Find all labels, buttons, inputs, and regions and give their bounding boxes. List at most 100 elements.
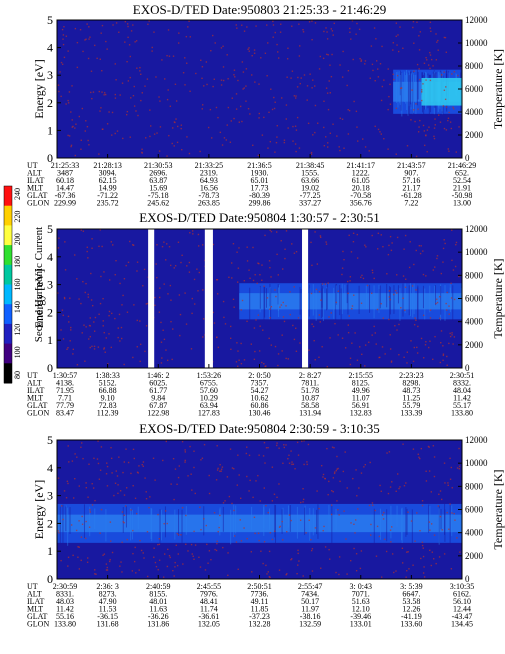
table-cell: 245.62 (147, 199, 169, 208)
noise-speck (122, 521, 124, 523)
table-cell: 55.16 (56, 612, 74, 621)
noise-speck (281, 334, 283, 336)
y2-tick-label: 8000 (465, 481, 484, 491)
noise-speck (200, 59, 202, 62)
noise-speck (259, 500, 261, 502)
band-striation (365, 285, 367, 309)
y2-tick-label: 0 (465, 363, 470, 373)
noise-speck (354, 519, 357, 521)
table-cell: 7.22 (404, 199, 418, 208)
noise-speck (364, 146, 367, 148)
noise-speck (90, 70, 93, 72)
table-cell: 1930. (251, 169, 269, 178)
band-striation (328, 504, 330, 532)
noise-speck (126, 311, 129, 313)
noise-speck (422, 547, 424, 549)
noise-speck (448, 305, 450, 307)
noise-speck (192, 555, 194, 557)
noise-speck (384, 353, 386, 355)
noise-speck (334, 322, 336, 325)
noise-speck (406, 145, 409, 147)
noise-speck (413, 324, 416, 326)
noise-speck (327, 108, 330, 111)
noise-speck (421, 91, 423, 93)
noise-speck (449, 478, 452, 480)
noise-speck (76, 278, 78, 280)
noise-speck (272, 36, 274, 38)
table-cell: 356.76 (350, 199, 372, 208)
noise-speck (114, 274, 116, 276)
table-cell: 7071. (352, 590, 370, 599)
noise-speck (448, 342, 450, 345)
noise-speck (333, 472, 336, 475)
noise-speck (67, 102, 70, 104)
noise-speck (63, 297, 66, 300)
noise-speck (371, 234, 373, 237)
noise-speck (291, 463, 293, 466)
noise-speck (264, 462, 266, 464)
noise-speck (305, 532, 307, 534)
noise-speck (371, 63, 374, 66)
noise-speck (169, 284, 172, 287)
noise-speck (396, 329, 398, 331)
noise-speck (62, 314, 64, 317)
noise-speck (377, 128, 380, 131)
noise-speck (111, 134, 113, 136)
noise-speck (123, 522, 125, 524)
y-tick-label: 4 (47, 461, 53, 475)
band-striation (378, 284, 380, 313)
noise-speck (122, 294, 124, 297)
noise-speck (170, 299, 172, 301)
noise-speck (325, 136, 327, 138)
noise-speck (67, 445, 69, 447)
noise-speck (298, 23, 300, 25)
noise-speck (174, 566, 176, 568)
table-cell: 11.85 (251, 605, 269, 614)
noise-speck (110, 241, 113, 243)
noise-speck (442, 359, 444, 362)
noise-speck (392, 73, 394, 76)
noise-speck (318, 290, 321, 293)
noise-speck (293, 286, 295, 288)
table-cell: 56.91 (352, 401, 370, 410)
noise-speck (228, 276, 230, 279)
noise-speck (404, 286, 407, 289)
band-striation (335, 285, 337, 310)
noise-speck (96, 57, 98, 60)
noise-speck (165, 259, 167, 261)
noise-speck (171, 358, 173, 361)
band-striation (408, 285, 410, 316)
noise-speck (106, 465, 109, 468)
noise-speck (396, 44, 398, 46)
noise-speck (85, 487, 88, 489)
noise-speck (216, 279, 219, 281)
noise-speck (416, 512, 418, 514)
noise-speck (292, 463, 295, 465)
noise-speck (329, 132, 332, 135)
noise-speck (82, 50, 84, 53)
y-tick-label: 5 (47, 433, 53, 447)
table-cell: 21:38:45 (296, 161, 324, 170)
noise-speck (453, 298, 456, 301)
noise-speck (185, 543, 187, 546)
table-cell: 133.80 (54, 620, 76, 629)
noise-speck (354, 532, 356, 534)
noise-speck (444, 482, 446, 484)
noise-speck (452, 343, 454, 345)
noise-speck (193, 558, 195, 560)
noise-speck (184, 449, 186, 451)
noise-speck (425, 134, 427, 137)
table-cell: 77.79 (56, 401, 74, 410)
noise-speck (106, 48, 108, 50)
noise-speck (429, 79, 432, 82)
noise-speck (441, 74, 443, 76)
table-cell: 7434. (301, 590, 319, 599)
noise-speck (89, 36, 91, 38)
noise-speck (103, 348, 105, 350)
noise-speck (182, 72, 185, 74)
data-gap (302, 229, 309, 368)
noise-speck (381, 45, 383, 48)
noise-speck (435, 59, 438, 61)
band-striation (331, 506, 333, 544)
table-cell: 3: 5:39 (400, 582, 422, 591)
